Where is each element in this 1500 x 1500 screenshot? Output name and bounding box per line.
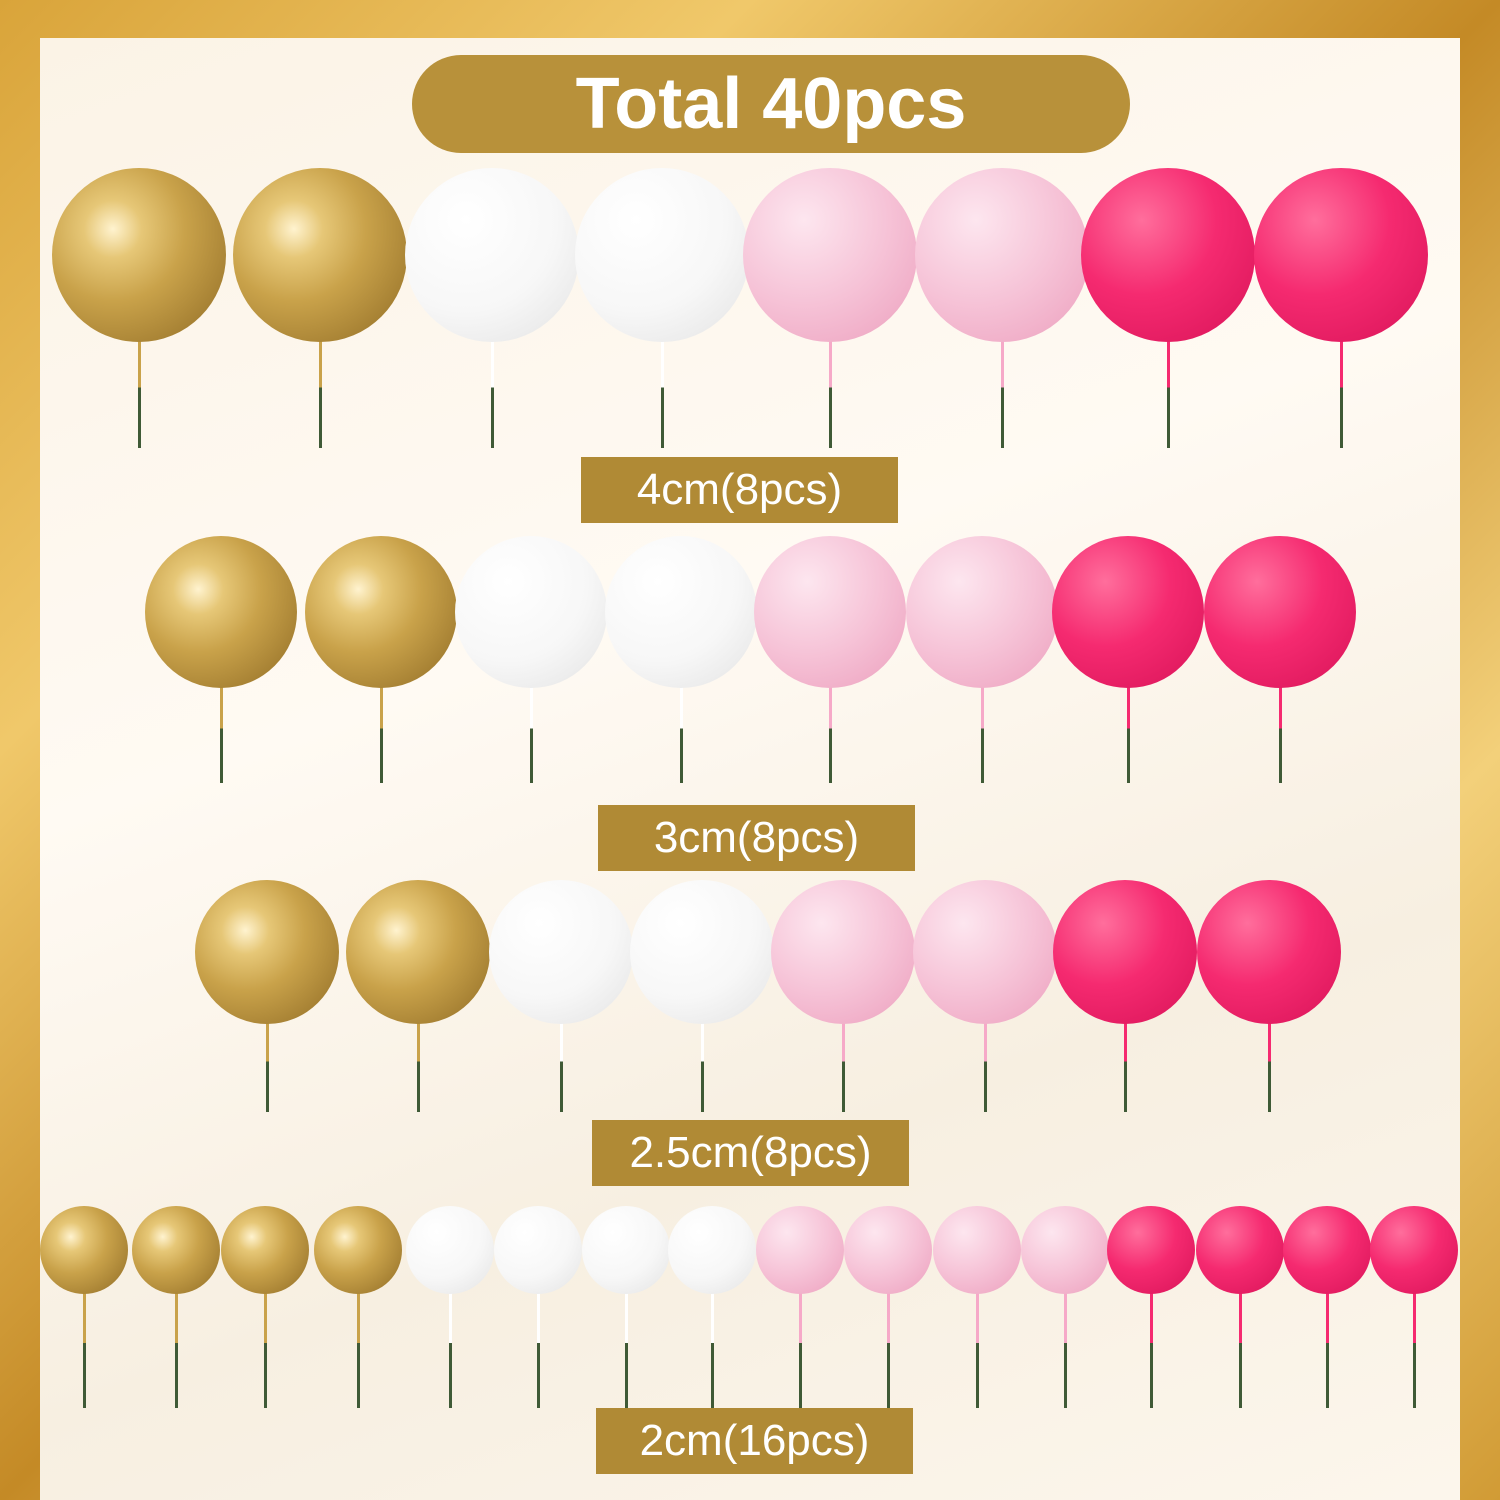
ball-stick	[83, 1290, 86, 1408]
ball-white	[406, 1206, 494, 1294]
size-label-2cm: 2cm(16pcs)	[596, 1408, 913, 1474]
ball-white	[494, 1206, 582, 1294]
ball-hot-pink	[1053, 880, 1197, 1024]
ball-stick	[887, 1290, 890, 1408]
ball-gold	[314, 1206, 402, 1294]
ball-stick	[1340, 338, 1343, 448]
ball-stick	[175, 1290, 178, 1408]
ball-stick	[799, 1290, 802, 1408]
ball-light-pink	[906, 536, 1058, 688]
ball-light-pink	[844, 1206, 932, 1294]
ball-stick	[1124, 1020, 1127, 1112]
total-count-banner: Total 40pcs	[412, 55, 1130, 153]
ball-stick	[701, 1020, 704, 1112]
ball-stick	[829, 338, 832, 448]
size-label-3cm: 3cm(8pcs)	[598, 805, 915, 871]
size-label-4cm: 4cm(8pcs)	[581, 457, 898, 523]
ball-hot-pink	[1107, 1206, 1195, 1294]
ball-hot-pink	[1081, 168, 1255, 342]
ball-stick	[984, 1020, 987, 1112]
ball-stick	[842, 1020, 845, 1112]
ball-gold	[40, 1206, 128, 1294]
ball-white	[582, 1206, 670, 1294]
ball-stick	[625, 1290, 628, 1408]
ball-stick	[266, 1020, 269, 1112]
ball-light-pink	[933, 1206, 1021, 1294]
ball-hot-pink	[1197, 880, 1341, 1024]
ball-hot-pink	[1283, 1206, 1371, 1294]
ball-stick	[680, 684, 683, 783]
ball-gold	[52, 168, 226, 342]
ball-white	[405, 168, 579, 342]
ball-stick	[1413, 1290, 1416, 1408]
ball-hot-pink	[1370, 1206, 1458, 1294]
ball-white	[668, 1206, 756, 1294]
ball-stick	[417, 1020, 420, 1112]
ball-gold	[132, 1206, 220, 1294]
ball-stick	[138, 338, 141, 448]
ball-white	[575, 168, 749, 342]
ball-light-pink	[913, 880, 1057, 1024]
ball-stick	[1064, 1290, 1067, 1408]
ball-white	[630, 880, 774, 1024]
ball-stick	[491, 338, 494, 448]
ball-gold	[195, 880, 339, 1024]
ball-gold	[221, 1206, 309, 1294]
ball-stick	[530, 684, 533, 783]
ball-light-pink	[756, 1206, 844, 1294]
ball-white	[489, 880, 633, 1024]
ball-stick	[1167, 338, 1170, 448]
ball-stick	[976, 1290, 979, 1408]
ball-stick	[1150, 1290, 1153, 1408]
ball-stick	[1239, 1290, 1242, 1408]
ball-stick	[661, 338, 664, 448]
ball-stick	[264, 1290, 267, 1408]
ball-stick	[829, 684, 832, 783]
ball-light-pink	[743, 168, 917, 342]
ball-stick	[537, 1290, 540, 1408]
ball-hot-pink	[1204, 536, 1356, 688]
ball-stick	[1268, 1020, 1271, 1112]
ball-gold	[305, 536, 457, 688]
ball-stick	[1279, 684, 1282, 783]
ball-hot-pink	[1052, 536, 1204, 688]
ball-stick	[449, 1290, 452, 1408]
ball-stick	[357, 1290, 360, 1408]
ball-stick	[319, 338, 322, 448]
ball-stick	[711, 1290, 714, 1408]
ball-stick	[1326, 1290, 1329, 1408]
ball-light-pink	[771, 880, 915, 1024]
ball-stick	[380, 684, 383, 783]
ball-white	[605, 536, 757, 688]
ball-light-pink	[915, 168, 1089, 342]
ball-white	[455, 536, 607, 688]
size-label-2-5cm: 2.5cm(8pcs)	[592, 1120, 909, 1186]
ball-stick	[1127, 684, 1130, 783]
ball-hot-pink	[1196, 1206, 1284, 1294]
ball-hot-pink	[1254, 168, 1428, 342]
ball-gold	[233, 168, 407, 342]
ball-gold	[346, 880, 490, 1024]
ball-light-pink	[754, 536, 906, 688]
ball-stick	[220, 684, 223, 783]
ball-light-pink	[1021, 1206, 1109, 1294]
ball-stick	[981, 684, 984, 783]
ball-stick	[560, 1020, 563, 1112]
ball-stick	[1001, 338, 1004, 448]
ball-gold	[145, 536, 297, 688]
